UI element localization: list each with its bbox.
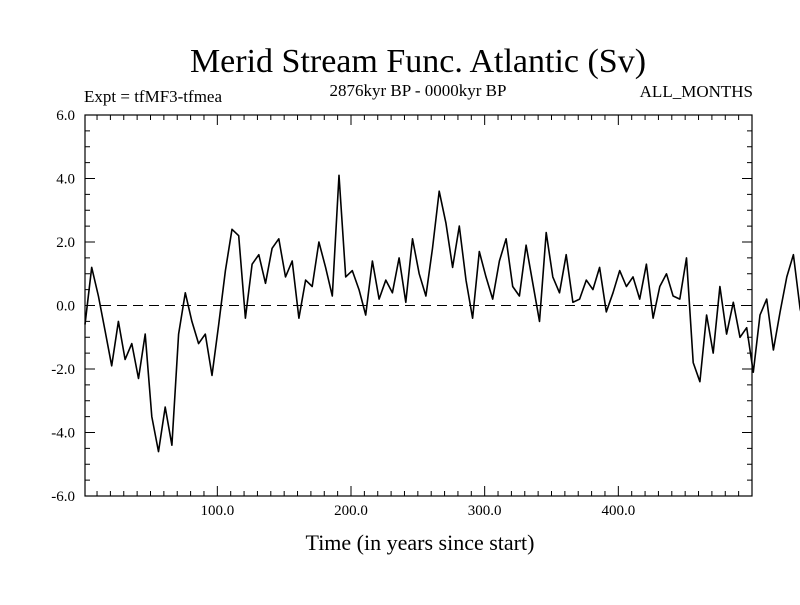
y-tick-label: 6.0 <box>56 108 75 124</box>
x-tick-label: 100.0 <box>200 503 234 519</box>
x-tick-label: 400.0 <box>601 503 635 519</box>
x-axis-tick-labels: 100.0 200.0 300.0 400.0 <box>200 503 635 519</box>
y-tick-label: -6.0 <box>51 489 75 505</box>
y-axis-tick-labels: -6.0 -4.0 -2.0 0.0 2.0 4.0 6.0 <box>51 108 75 505</box>
series-line <box>84 174 800 453</box>
months-label: ALL_MONTHS <box>640 82 753 101</box>
y-tick-label: -4.0 <box>51 426 75 442</box>
y-tick-label: 0.0 <box>56 299 75 315</box>
x-tick-label: 200.0 <box>334 503 368 519</box>
chart-title: Merid Stream Func. Atlantic (Sv) <box>190 43 646 80</box>
y-tick-label: 4.0 <box>56 172 75 188</box>
y-axis-ticks <box>85 114 752 497</box>
time-range-label: 2876kyr BP - 0000kyr BP <box>330 81 507 100</box>
y-tick-label: 2.0 <box>56 235 75 251</box>
y-tick-label: -2.0 <box>51 362 75 378</box>
x-axis-label: Time (in years since start) <box>306 530 535 555</box>
experiment-label: Expt = tfMF3-tfmea <box>84 87 222 106</box>
x-tick-label: 300.0 <box>468 503 502 519</box>
x-axis-ticks <box>96 115 740 496</box>
